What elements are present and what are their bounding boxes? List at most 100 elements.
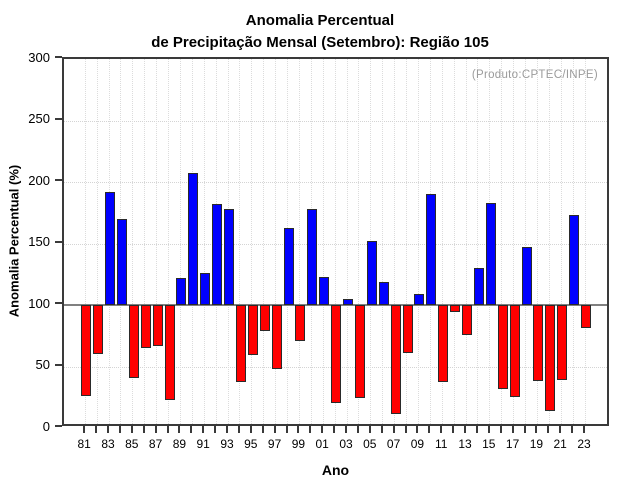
x-tick-label-89: 89	[172, 437, 187, 451]
y-tick-100	[55, 302, 62, 304]
x-tick-13	[464, 426, 466, 433]
v-gridline-86	[144, 59, 146, 424]
bar-96	[259, 305, 270, 331]
x-tick-90	[190, 426, 193, 433]
v-gridline-20	[548, 59, 550, 424]
bar-21	[557, 305, 568, 381]
bar-81	[81, 305, 92, 397]
bar-90	[188, 173, 199, 305]
x-tick-10	[428, 426, 431, 433]
v-gridline-16	[501, 59, 503, 424]
v-gridline-87	[156, 59, 158, 424]
v-gridline-95	[251, 59, 253, 424]
v-gridline-88	[168, 59, 169, 424]
x-tick-21	[559, 426, 562, 433]
x-tick-86	[142, 426, 145, 433]
x-tick-label-81: 81	[77, 437, 91, 451]
bar-19	[533, 305, 544, 382]
v-gridline-17	[513, 59, 515, 424]
y-tick-label-100: 100	[28, 295, 50, 311]
v-gridline-07	[394, 59, 396, 424]
x-tick-label-07: 07	[386, 437, 401, 451]
x-tick-label-23: 23	[577, 437, 591, 451]
x-tick-83	[107, 426, 109, 433]
v-gridline-94	[239, 59, 241, 424]
x-tick-95	[249, 426, 252, 433]
bar-02	[331, 305, 342, 404]
y-tick-label-200: 200	[28, 172, 50, 188]
x-tick-82	[95, 426, 98, 433]
bar-86	[140, 305, 151, 349]
v-gridline-21	[560, 59, 562, 424]
x-tick-06	[380, 426, 383, 433]
v-gridline-23	[584, 59, 586, 424]
x-tick-label-17: 17	[505, 437, 520, 451]
x-tick-23	[583, 426, 585, 433]
v-gridline-18	[525, 59, 526, 424]
bar-92	[212, 204, 223, 305]
bar-94	[235, 305, 246, 383]
x-tick-91	[202, 426, 205, 433]
x-tick-88	[166, 426, 169, 433]
bar-08	[402, 305, 413, 353]
chart-title-line2: de Precipitação Mensal (Setembro): Regiã…	[151, 34, 489, 51]
x-tick-93	[226, 426, 228, 433]
v-gridline-99	[298, 59, 300, 424]
v-gridline-97	[275, 59, 277, 424]
bar-07	[390, 305, 401, 415]
bar-97	[271, 305, 282, 369]
bar-01	[319, 276, 330, 305]
bar-09	[414, 293, 425, 305]
v-gridline-13	[465, 59, 467, 424]
source-annotation: (Produto:CPTEC/INPE)	[471, 69, 598, 81]
bar-99	[295, 305, 306, 341]
bar-05	[366, 241, 377, 305]
bar-85	[128, 305, 139, 378]
y-tick-250	[55, 117, 62, 120]
x-tick-84	[118, 426, 121, 433]
x-tick-99	[297, 426, 300, 433]
x-tick-16	[499, 426, 502, 433]
bar-10	[426, 194, 437, 305]
y-tick-label-50: 50	[35, 357, 50, 372]
x-tick-label-11: 11	[434, 437, 448, 451]
bar-87	[152, 305, 163, 346]
bar-93	[224, 209, 234, 305]
v-gridline-19	[536, 59, 538, 424]
x-tick-81	[83, 426, 86, 433]
x-tick-15	[487, 426, 490, 433]
v-gridline-85	[132, 59, 134, 424]
x-tick-label-19: 19	[529, 437, 544, 451]
chart-title-line1: Anomalia Percentual	[245, 12, 395, 29]
x-tick-label-83: 83	[101, 437, 115, 451]
x-tick-20	[547, 426, 550, 433]
v-gridline-11	[441, 59, 443, 424]
v-gridline-06	[382, 59, 384, 424]
x-tick-07	[392, 426, 395, 433]
x-tick-85	[130, 426, 133, 433]
v-gridline-81	[84, 59, 86, 424]
x-tick-04	[356, 426, 359, 433]
v-gridline-91	[203, 59, 205, 424]
x-tick-18	[523, 426, 526, 433]
v-gridline-09	[417, 59, 419, 424]
y-tick-50	[55, 363, 62, 366]
x-tick-12	[452, 426, 455, 433]
bar-15	[485, 202, 496, 305]
x-tick-22	[571, 426, 574, 433]
bar-14	[473, 268, 484, 305]
x-tick-label-93: 93	[220, 437, 234, 451]
v-gridline-02	[334, 59, 336, 424]
bar-18	[521, 247, 532, 305]
bar-03	[343, 298, 353, 305]
x-tick-17	[511, 426, 514, 433]
x-tick-label-05: 05	[363, 437, 377, 451]
v-gridline-14	[477, 59, 479, 424]
v-gridline-12	[453, 59, 455, 424]
v-gridline-82	[96, 59, 98, 424]
bar-82	[93, 305, 104, 355]
x-tick-label-13: 13	[458, 437, 472, 451]
x-tick-label-97: 97	[267, 437, 282, 451]
bar-83	[105, 191, 115, 305]
